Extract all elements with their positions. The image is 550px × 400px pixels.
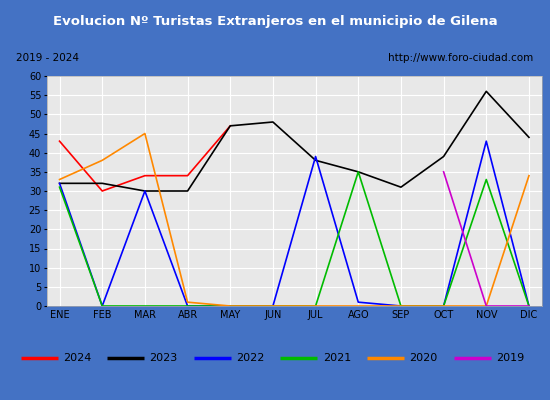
Line: 2019: 2019 <box>444 172 529 306</box>
2024 <box>184 173 191 178</box>
2022 <box>355 300 361 304</box>
2023 <box>355 170 361 174</box>
2023 <box>270 120 276 124</box>
Text: 2024: 2024 <box>63 353 91 363</box>
2023 <box>483 89 490 94</box>
2023 <box>227 124 234 128</box>
Line: 2021: 2021 <box>59 172 529 306</box>
2021 <box>141 304 148 308</box>
2021 <box>270 304 276 308</box>
Line: 2024: 2024 <box>59 126 230 191</box>
2022 <box>312 154 319 159</box>
Line: 2023: 2023 <box>59 91 529 191</box>
2022 <box>483 139 490 144</box>
2022 <box>398 304 404 308</box>
2024 <box>227 124 234 128</box>
2022 <box>141 189 148 194</box>
2021 <box>355 170 361 174</box>
2019 <box>526 304 532 308</box>
2020 <box>441 304 447 308</box>
2020 <box>398 304 404 308</box>
2020 <box>99 158 106 163</box>
2024 <box>56 139 63 144</box>
Text: http://www.foro-ciudad.com: http://www.foro-ciudad.com <box>388 53 534 63</box>
2020 <box>483 304 490 308</box>
2023 <box>398 185 404 190</box>
2020 <box>141 131 148 136</box>
2021 <box>526 304 532 308</box>
2020 <box>56 177 63 182</box>
2021 <box>441 304 447 308</box>
2020 <box>355 304 361 308</box>
2022 <box>227 304 234 308</box>
2019 <box>441 170 447 174</box>
Text: 2023: 2023 <box>150 353 178 363</box>
2021 <box>56 185 63 190</box>
2021 <box>312 304 319 308</box>
2024 <box>141 173 148 178</box>
Text: Evolucion Nº Turistas Extranjeros en el municipio de Gilena: Evolucion Nº Turistas Extranjeros en el … <box>53 14 497 28</box>
2022 <box>99 304 106 308</box>
2022 <box>270 304 276 308</box>
2023 <box>312 158 319 163</box>
2020 <box>227 304 234 308</box>
2021 <box>227 304 234 308</box>
Text: 2021: 2021 <box>323 353 351 363</box>
2021 <box>483 177 490 182</box>
2022 <box>526 304 532 308</box>
2023 <box>441 154 447 159</box>
Line: 2022: 2022 <box>59 141 529 306</box>
2019 <box>483 304 490 308</box>
2022 <box>441 304 447 308</box>
Text: 2019: 2019 <box>496 353 524 363</box>
Text: 2022: 2022 <box>236 353 265 363</box>
Text: 2019 - 2024: 2019 - 2024 <box>16 53 79 63</box>
2023 <box>526 135 532 140</box>
2021 <box>184 304 191 308</box>
2022 <box>56 181 63 186</box>
2023 <box>56 181 63 186</box>
2021 <box>99 304 106 308</box>
2020 <box>270 304 276 308</box>
2020 <box>184 300 191 304</box>
2023 <box>141 189 148 194</box>
2023 <box>99 181 106 186</box>
2023 <box>184 189 191 194</box>
2022 <box>184 304 191 308</box>
2021 <box>398 304 404 308</box>
Text: 2020: 2020 <box>409 353 438 363</box>
2020 <box>526 173 532 178</box>
Line: 2020: 2020 <box>59 134 529 306</box>
2024 <box>99 189 106 194</box>
2020 <box>312 304 319 308</box>
